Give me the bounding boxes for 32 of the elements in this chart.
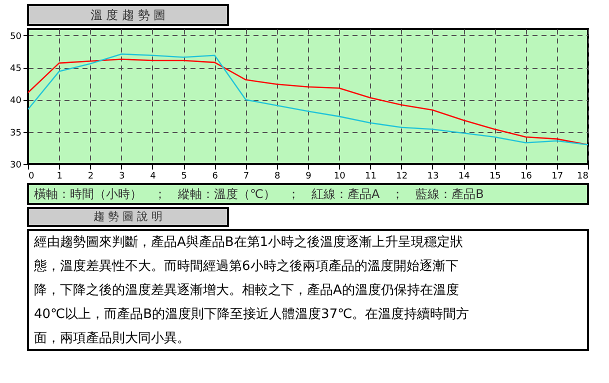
chart-title: 溫 度 趨 勢 圖: [90, 8, 166, 22]
x-tick-label: 14: [458, 172, 470, 182]
x-tick-label: 12: [396, 172, 408, 182]
x-tick-label: 0: [28, 172, 34, 182]
x-tick-label: 16: [520, 172, 532, 182]
y-tick-label: 30: [10, 160, 22, 170]
x-tick-label: 7: [243, 172, 250, 182]
text: 面，兩項產品則大同小異。: [34, 331, 190, 346]
text: 降，下降之後的溫度差異逐漸增大。相較之下，產品A的溫度仍保持在溫度: [34, 282, 459, 298]
x-tick-label: 15: [489, 172, 501, 182]
x-tick-label: 2: [88, 172, 94, 182]
x-tick-label: 10: [334, 172, 346, 182]
text: 40℃以上，而產品B的溫度則下降至接近人體溫度37℃。在溫度持續時間方: [34, 306, 470, 322]
text: 態，溫度差異性不大。而時間經過第6小時之後兩項產品的溫度開始逐漸下: [33, 258, 458, 274]
x-tick-label: 3: [118, 172, 125, 182]
text: 經由趨勢圖來判斷，產品A與產品B在第1小時之後溫度逐漸上升呈現穩定狀: [33, 234, 464, 250]
x-tick-label: 18: [577, 172, 589, 182]
x-tick-label: 5: [181, 172, 187, 182]
x-tick-label: 8: [274, 172, 281, 182]
x-tick-label: 11: [364, 172, 376, 182]
x-tick-label: 4: [150, 172, 156, 182]
y-tick-label: 45: [10, 64, 22, 74]
x-tick-label: 9: [306, 172, 312, 182]
x-tick-label: 17: [552, 172, 564, 182]
x-tick-label: 1: [56, 172, 62, 182]
x-tick-label: 6: [212, 172, 218, 182]
y-tick-label: 40: [10, 96, 22, 106]
y-tick-label: 35: [10, 128, 22, 138]
text: 趨 勢 圖 說 明: [94, 210, 162, 223]
text: 橫軸：時間（小時） ； 縱軸：溫度（℃） ； 紅線：產品A ； 藍線：產品B: [34, 187, 484, 201]
y-tick-label: 50: [10, 32, 22, 42]
x-tick-label: 13: [427, 172, 439, 182]
